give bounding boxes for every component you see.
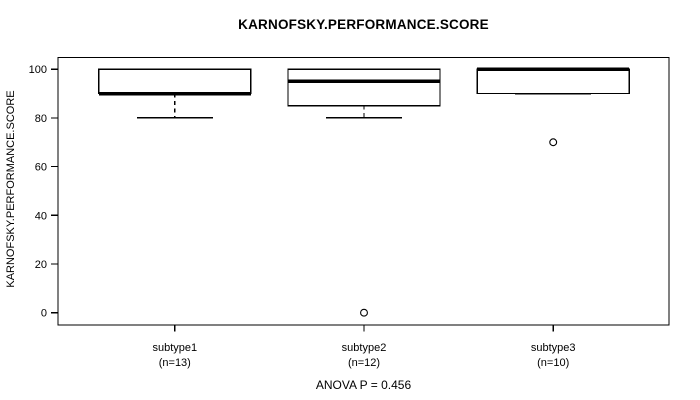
box-subtype2	[287, 68, 441, 107]
x-category-count: (n=12)	[347, 357, 381, 369]
box-subtype3	[476, 68, 630, 95]
y-tick-label-0: 0	[41, 308, 47, 320]
x-category-label-subtype1: subtype1 (n=13)	[95, 341, 255, 371]
outlier-subtype3-0	[549, 138, 558, 147]
y-tick-label-60: 60	[35, 162, 47, 174]
x-category-count: (n=10)	[537, 357, 570, 369]
y-tick-label-100: 100	[29, 64, 47, 76]
x-category-label-subtype2: subtype2 (n=12)	[284, 341, 444, 371]
x-category-name: subtype1	[152, 342, 198, 354]
x-category-label-subtype3: subtype3 (n=10)	[473, 341, 633, 371]
x-category-name: subtype3	[530, 342, 576, 354]
y-tick-label-20: 20	[35, 259, 47, 271]
x-category-count: (n=13)	[158, 357, 191, 369]
outlier-subtype2-0	[360, 308, 368, 317]
box-subtype1	[98, 68, 252, 95]
chart-title: KARNOFSKY.PERFORMANCE.SCORE	[238, 17, 489, 32]
anova-annotation: ANOVA P = 0.456	[315, 378, 412, 392]
y-tick-label-80: 80	[35, 113, 47, 125]
x-category-name: subtype2	[341, 342, 387, 354]
y-tick-label-40: 40	[35, 210, 47, 222]
